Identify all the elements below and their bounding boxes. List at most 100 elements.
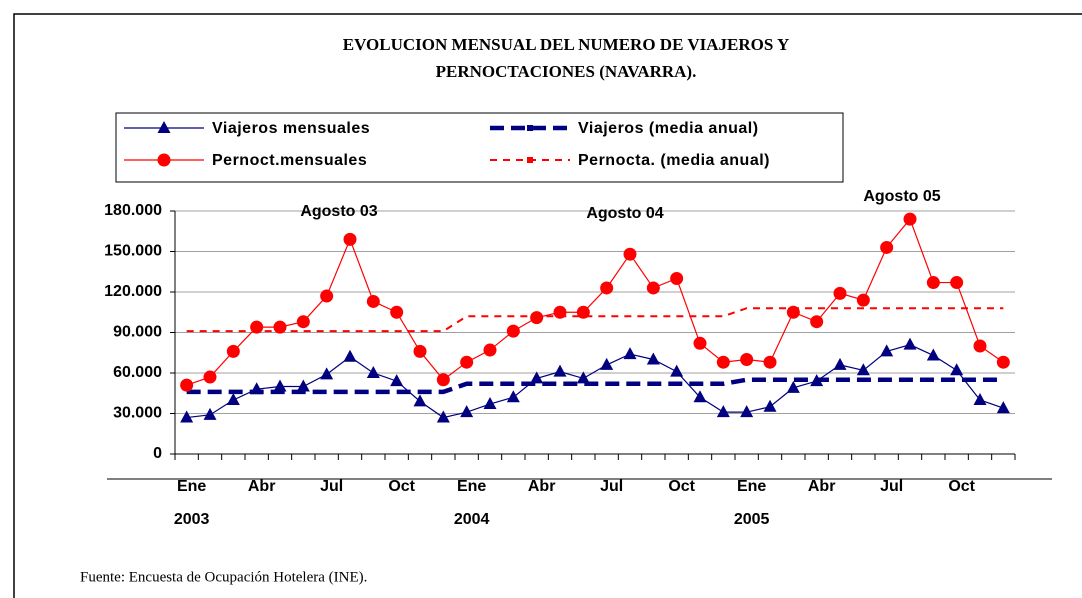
legend-label: Viajeros (media anual) <box>578 120 759 137</box>
x-tick-label: Jul <box>880 478 903 495</box>
point <box>180 410 194 423</box>
point <box>763 355 777 369</box>
point <box>880 344 894 357</box>
y-tick-label: 60.000 <box>113 364 162 381</box>
annotation: Agosto 03 <box>300 203 377 220</box>
point <box>740 353 754 366</box>
frame <box>13 13 1082 598</box>
point <box>460 405 474 418</box>
series-line <box>186 217 1004 386</box>
point <box>460 355 474 369</box>
point <box>856 363 870 376</box>
y-tick-label: 150.000 <box>104 243 162 260</box>
point <box>157 121 171 133</box>
point <box>646 281 660 295</box>
point <box>226 393 240 405</box>
year-label: 2003 <box>174 511 210 528</box>
point <box>436 373 450 387</box>
x-tick-label: Oct <box>668 478 695 495</box>
y-tick-label: 180.000 <box>104 202 162 219</box>
point <box>273 379 287 392</box>
point <box>530 371 544 384</box>
point <box>926 348 940 361</box>
chart-title: EVOLUCION MENSUAL DEL NUMERO DE VIAJEROS… <box>343 35 789 54</box>
point <box>833 357 847 370</box>
point <box>343 232 357 246</box>
point <box>413 344 427 358</box>
point <box>670 272 684 285</box>
point <box>483 397 497 410</box>
point <box>157 153 171 167</box>
point <box>950 276 964 290</box>
point <box>833 286 847 300</box>
x-tick-label: Ene <box>737 478 766 495</box>
point <box>926 276 940 290</box>
x-tick-label: Oct <box>388 478 415 495</box>
y-tick-label: 120.000 <box>104 283 162 300</box>
point <box>716 405 730 418</box>
point <box>600 281 614 295</box>
x-tick-label: Abr <box>248 478 276 495</box>
point <box>996 401 1010 414</box>
point <box>670 364 684 377</box>
point <box>413 394 427 407</box>
point <box>366 366 380 378</box>
legend <box>115 112 844 183</box>
point <box>973 393 987 405</box>
point <box>973 339 987 353</box>
point <box>950 363 964 376</box>
annotation: Agosto 04 <box>586 205 663 222</box>
x-tick-label: Oct <box>948 478 975 495</box>
x-tick-label: Abr <box>528 478 556 495</box>
x-tick-label: Abr <box>808 478 836 495</box>
point <box>296 379 310 392</box>
legend-label: Pernocta. (media anual) <box>578 152 770 169</box>
point <box>320 367 334 380</box>
point <box>483 343 497 357</box>
point <box>527 125 533 131</box>
y-tick-label: 30.000 <box>113 405 162 422</box>
point <box>366 294 380 308</box>
x-tick-label: Ene <box>457 478 486 495</box>
legend-label: Pernoct.mensuales <box>212 152 367 169</box>
point <box>320 289 334 303</box>
point <box>226 344 240 358</box>
source: Fuente: Encuesta de Ocupación Hotelera (… <box>80 569 367 585</box>
y-tick-label: 90.000 <box>113 324 162 341</box>
chart-subtitle: PERNOCTACIONES (NAVARRA). <box>436 62 697 81</box>
point <box>600 357 614 370</box>
point <box>716 355 730 369</box>
year-label: 2004 <box>454 511 490 528</box>
point <box>623 247 637 261</box>
point <box>740 405 754 418</box>
series-line <box>186 377 1004 395</box>
point <box>180 378 194 392</box>
point <box>856 293 870 307</box>
point <box>810 315 824 329</box>
annotation: Agosto 05 <box>863 188 940 205</box>
point <box>763 399 777 412</box>
point <box>390 374 404 387</box>
point <box>343 349 357 362</box>
point <box>390 305 404 319</box>
y-tick-label: 0 <box>153 445 162 462</box>
point <box>506 390 520 403</box>
point <box>203 370 217 384</box>
point <box>203 407 217 420</box>
point <box>436 410 450 423</box>
point <box>506 324 520 338</box>
point <box>576 371 590 384</box>
point <box>786 380 800 393</box>
point <box>527 157 533 163</box>
series-line <box>186 307 1004 333</box>
point <box>996 355 1010 369</box>
x-tick-label: Jul <box>600 478 623 495</box>
point <box>553 364 567 377</box>
year-label: 2005 <box>734 511 770 528</box>
point <box>530 311 544 325</box>
point <box>903 212 917 226</box>
point <box>646 352 660 365</box>
point <box>880 240 894 254</box>
